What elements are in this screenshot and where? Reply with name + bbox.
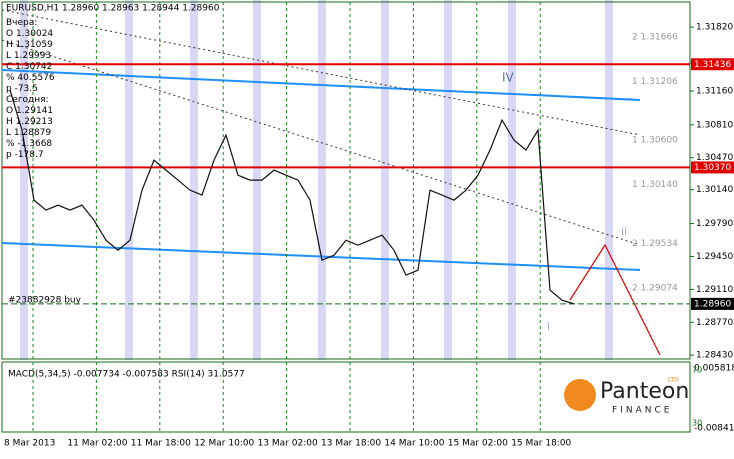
- x-tick-label: 15 Mar 02:00: [448, 439, 508, 449]
- level-label: 1.28960: [694, 299, 731, 309]
- fib-label: 1 1.30600: [632, 136, 678, 146]
- info-line: H 1.29213: [6, 117, 53, 127]
- x-tick-label: 15 Mar 18:00: [511, 439, 571, 449]
- info-line: O 1.29141: [6, 106, 53, 116]
- info-line: p -73.5: [6, 84, 38, 94]
- wave-label: i: [547, 320, 550, 333]
- x-tick-label: 11 Mar 02:00: [67, 439, 127, 449]
- x-tick-label: 11 Mar 18:00: [131, 439, 191, 449]
- y-tick-label: 1.28770: [696, 318, 733, 328]
- y-tick-label: 1.28430: [696, 351, 733, 361]
- price-line: [9, 89, 575, 305]
- trend-line: [1, 9, 641, 136]
- main-frame: [1, 1, 691, 360]
- y-tick-label: 1.31820: [696, 23, 733, 33]
- y-tick-label: 1.29110: [696, 285, 733, 295]
- wave-label: IV: [502, 71, 515, 85]
- info-line: Вчера:: [6, 18, 37, 28]
- info-line: p -178.7: [6, 150, 44, 160]
- y-tick-label: 1.30470: [696, 153, 733, 163]
- level-tag: [691, 161, 734, 174]
- level-label: 1.31436: [694, 60, 731, 70]
- indicator-tick: 0.005818: [694, 364, 734, 374]
- fib-label: 1 1.31206: [632, 77, 678, 87]
- info-line: % -1.3668: [6, 139, 52, 149]
- info-line: O 1.30024: [6, 29, 53, 39]
- indicator-tick: -0.00841: [694, 424, 734, 434]
- info-line: % 40.5576: [6, 73, 55, 83]
- fib-label: 1 1.30140: [632, 180, 678, 190]
- info-line: H 1.31059: [6, 40, 53, 50]
- x-tick-label: 8 Mar 2013: [4, 439, 55, 449]
- y-tick-label: 1.31160: [696, 86, 733, 96]
- header: EURUSD,H1 1.28960 1.28963 1.28944 1.2896…: [6, 4, 220, 14]
- info-block: Вчера: O 1.30024 H 1.31059 L 1.29993 C 1.307…: [6, 18, 55, 160]
- x-tick-label: 13 Mar 02:00: [258, 439, 318, 449]
- y-tick-label: 1.29790: [696, 219, 733, 229]
- trend-line: [1, 39, 641, 246]
- info-line: L 1.29993: [6, 51, 51, 61]
- info-line: Сегодня:: [6, 95, 49, 105]
- logo-name: Panteon: [600, 379, 689, 404]
- x-tick-label: 14 Mar 10:00: [384, 439, 444, 449]
- logo-badge: LTD: [668, 377, 679, 384]
- y-tick-label: 1.30140: [696, 185, 733, 195]
- info-line: L 1.28879: [6, 128, 51, 138]
- indicator-frame: [1, 361, 691, 433]
- rsi-level: 30: [692, 419, 702, 428]
- order-label: #23882928 buy: [8, 296, 82, 306]
- logo-icon: [564, 379, 596, 411]
- y-tick-label: 1.30810: [696, 120, 733, 130]
- fib-label: 2 1.31666: [632, 33, 678, 43]
- channel-line: [1, 69, 641, 101]
- x-tick-label: 13 Mar 18:00: [321, 439, 381, 449]
- rsi-level: 70: [692, 366, 702, 375]
- level-label: 1.30370: [694, 163, 731, 173]
- level-tag: [691, 297, 734, 310]
- level-tag: [691, 58, 734, 71]
- indicator-label: MACD(5,34,5) -0.007734 -0.007583 RSI(14)…: [8, 370, 245, 380]
- logo-sub: FINANCE: [612, 406, 672, 416]
- fib-label: 2 1.29074: [632, 283, 678, 293]
- forecast-path: [569, 243, 661, 356]
- x-tick-label: 12 Mar 10:00: [194, 439, 254, 449]
- fib-label: 2 1.29534: [632, 239, 678, 249]
- wave-label: ii: [621, 225, 627, 238]
- info-line: C 1.30742: [6, 62, 52, 72]
- y-tick-label: 1.29450: [696, 252, 733, 262]
